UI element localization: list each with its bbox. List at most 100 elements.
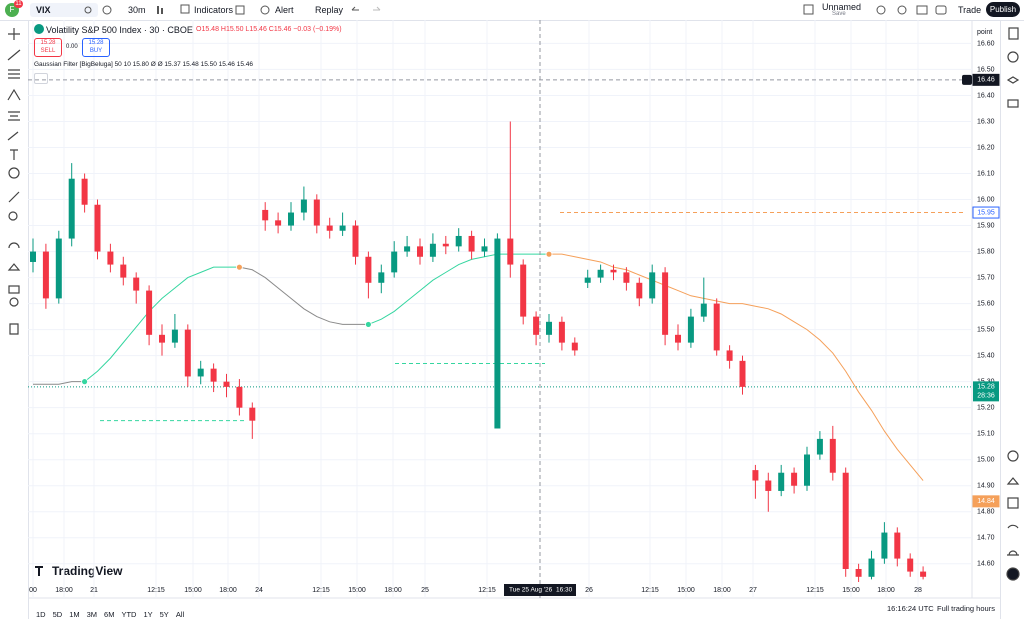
range-button[interactable]: 1Y [143,610,153,619]
buy-price: 15.28 [88,40,104,46]
icon[interactable] [803,4,814,15]
y-tick-label: 15.70 [977,274,995,281]
zoom-tool[interactable] [8,211,18,221]
range-button[interactable]: 5Y [159,610,169,619]
candle-body [210,368,217,382]
candle-body [55,238,62,299]
range-button[interactable]: 1D [36,610,46,619]
chats[interactable] [1007,99,1019,108]
candle-body [146,290,153,335]
sell-label: SELL [40,48,56,54]
icon[interactable] [260,5,270,15]
y-tick-label: 14.80 [977,509,995,516]
layout-name[interactable]: Unnamed [822,2,862,12]
icon[interactable] [916,5,928,15]
ideas[interactable] [1006,477,1020,485]
help[interactable] [1006,567,1020,581]
y-tick-label: 16.60 [977,40,995,47]
range-button[interactable]: YTD [121,610,137,619]
x-tick-label: 18:00 [219,587,237,594]
sell-price: 15.28 [40,40,56,46]
undo[interactable] [351,6,359,11]
icon[interactable] [102,5,112,15]
y-tick-label: 15.20 [977,405,995,412]
buy-button[interactable]: 15.28 BUY [82,38,110,57]
alerts[interactable] [1007,51,1019,63]
icon[interactable] [876,5,886,15]
alert-button[interactable]: Alert [275,5,294,15]
hotlists[interactable] [1007,450,1019,462]
cross-tool[interactable] [8,28,20,40]
trade-button[interactable]: Trade [958,5,982,15]
publish-button[interactable]: Publish [986,2,1020,17]
x-tick-label: 18:00 [384,587,402,594]
streams[interactable] [1007,524,1019,529]
replay-button[interactable]: Replay [315,5,344,15]
interval[interactable]: 30m [128,5,146,15]
candle-body [920,571,927,577]
icon[interactable] [935,5,947,15]
icon[interactable] [235,5,245,15]
text-tool[interactable] [10,149,18,160]
candle-body [417,246,423,257]
candle-body [120,264,127,278]
badge: 11 [14,0,23,8]
y-tick-label: 15.50 [977,326,995,333]
range-button[interactable]: All [175,610,185,619]
icon[interactable] [180,4,190,14]
range-button[interactable]: 1M [69,610,80,619]
candle-body [894,532,901,559]
range-button[interactable]: 3M [86,610,98,619]
candle-body [404,246,411,252]
magnet-tool[interactable] [8,242,20,249]
candle-body [700,303,707,317]
sell-button[interactable]: 15.28 SELL [34,38,62,57]
fib-tool[interactable] [8,69,20,79]
icon[interactable] [157,6,159,14]
turn-marker [235,263,243,271]
range-button[interactable]: 5D [52,610,63,619]
indicators-button[interactable]: Indicators [194,5,234,15]
y-tick-label: 16.00 [977,196,995,203]
gaussian-filter-line [33,266,369,385]
candle-body [81,178,88,205]
collapse-legend[interactable] [34,73,48,84]
brush-tool[interactable] [7,131,19,141]
icon[interactable] [897,5,907,15]
candle-body [868,558,875,577]
turn-marker [81,378,88,386]
lock-tool[interactable] [7,263,21,271]
redo[interactable] [373,6,381,11]
watchlist[interactable] [1008,27,1019,40]
notifications[interactable] [1007,550,1019,556]
y-tick-label: 14.60 [977,561,995,568]
symbol[interactable]: VIX [36,5,51,15]
y-tick-label: 15.10 [977,431,995,438]
turn-marker [364,321,372,328]
candle-body [236,386,243,408]
projection-tool[interactable] [8,111,20,121]
ohlc: O15.48 H15.50 L15.46 C15.46 −0.03 (−0.19… [196,26,342,33]
icon-tool[interactable] [8,167,20,179]
line-tool[interactable] [7,49,21,61]
calendar[interactable] [1007,497,1019,509]
x-tick-label: 24 [255,587,263,594]
object-tree[interactable] [1006,76,1020,84]
watermark: TradingView [52,564,123,578]
visibility-tool[interactable] [9,297,19,307]
icon[interactable] [84,6,92,14]
candle-body [881,532,888,559]
candle-body [829,438,836,473]
session[interactable]: Full trading hours [937,604,995,613]
trash-tool[interactable] [9,323,19,335]
symbol-search[interactable] [30,3,98,17]
icon[interactable] [161,8,163,14]
pattern-tool[interactable] [7,88,21,101]
hide-tool[interactable] [8,285,20,294]
spread: 0.00 [66,44,78,50]
candle-body [352,225,359,257]
ruler-tool[interactable] [8,191,20,203]
candle-body [816,438,823,455]
range-button[interactable]: 6M [104,610,115,619]
